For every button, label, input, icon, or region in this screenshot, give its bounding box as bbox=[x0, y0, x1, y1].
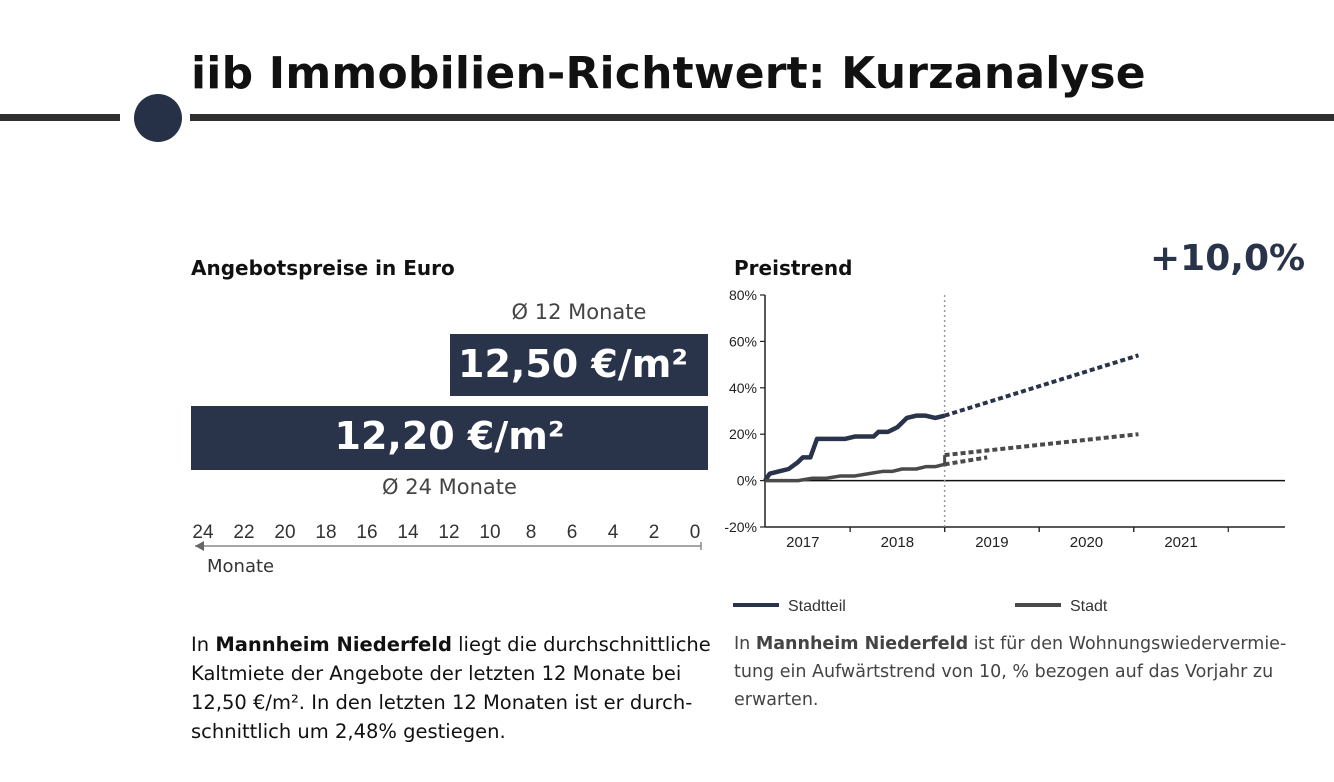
legend-label-stadtteil: Stadtteil bbox=[788, 598, 846, 615]
avg-12-months-label: Ø 12 Monate bbox=[511, 300, 647, 324]
x-tick-label: 2020 bbox=[1070, 534, 1103, 551]
months-tick-label: 20 bbox=[274, 522, 295, 543]
months-tick-label: 0 bbox=[690, 522, 701, 543]
series-line-stadtteil bbox=[763, 413, 946, 482]
header-divider-right bbox=[190, 114, 1334, 121]
trend-text-pre: In bbox=[734, 634, 756, 654]
price-trend-heading: Preistrend bbox=[734, 256, 853, 280]
series-forecast-stadtteil bbox=[944, 353, 1140, 418]
series-forecast-stadt bbox=[944, 432, 1139, 458]
avg-12-months-value: 12,50 €/m² bbox=[458, 342, 688, 386]
y-tick-label: 20% bbox=[729, 426, 757, 442]
y-tick-label: 40% bbox=[729, 380, 757, 396]
avg-24-months-label: Ø 24 Monate bbox=[382, 475, 517, 499]
months-tick-label: 8 bbox=[526, 522, 537, 543]
x-tick-label: 2018 bbox=[881, 534, 914, 551]
months-tick-label: 18 bbox=[315, 522, 336, 543]
trend-text-post: ist für den Wohnungswiedervermie-tung ei… bbox=[734, 634, 1287, 710]
legend-label-stadt: Stadt bbox=[1070, 598, 1108, 615]
avg-24-months-value: 12,20 €/m² bbox=[334, 414, 565, 458]
months-tick-label: 6 bbox=[567, 522, 578, 543]
months-tick-label: 4 bbox=[608, 522, 619, 543]
offer-text-location: Mannheim Niederfeld bbox=[215, 633, 452, 656]
months-tick-label: 24 bbox=[192, 522, 214, 543]
x-tick-label: 2017 bbox=[786, 534, 819, 551]
trend-text-location: Mannheim Niederfeld bbox=[755, 634, 969, 654]
y-tick-label: 0% bbox=[737, 473, 757, 489]
x-tick-label: 2019 bbox=[975, 534, 1008, 551]
y-tick-label: 60% bbox=[729, 333, 757, 349]
offer-text-post: liegt die durchschnittliche Kaltmiete de… bbox=[191, 633, 711, 743]
page-title: iib Immobilien-Richtwert: Kurzanalyse bbox=[191, 48, 1146, 99]
avg-12-months-bar: 12,50 €/m² bbox=[450, 334, 708, 396]
months-tick-label: 16 bbox=[356, 522, 377, 543]
offer-description: In Mannheim Niederfeld liegt die durchsc… bbox=[191, 630, 711, 746]
y-tick-label: -20% bbox=[724, 519, 757, 535]
months-tick-label: 12 bbox=[438, 522, 459, 543]
months-axis-label: Monate bbox=[207, 556, 275, 577]
offer-text-pre: In bbox=[191, 633, 216, 656]
arrow-left-icon bbox=[195, 541, 204, 551]
price-trend-change: +10,0% bbox=[1150, 238, 1306, 279]
price-trend-chart: 80% 60% 40% 20% 0% -20% 2017 2018 2019 2020 2021 St… bbox=[724, 287, 1285, 615]
months-tick-label: 2 bbox=[649, 522, 660, 543]
series-line-stadt bbox=[765, 462, 946, 483]
header-divider-left bbox=[0, 114, 120, 121]
months-axis: 24 22 20 18 16 14 12 10 8 6 4 2 0 bbox=[192, 522, 702, 551]
trend-description: In Mannheim Niederfeld ist für den Wohnu… bbox=[734, 630, 1314, 714]
header-bullet-dot bbox=[134, 94, 182, 142]
avg-24-months-bar: 12,20 €/m² bbox=[191, 406, 708, 470]
x-tick-label: 2021 bbox=[1164, 534, 1197, 551]
offer-prices-heading: Angebotspreise in Euro bbox=[191, 256, 455, 280]
months-tick-label: 22 bbox=[233, 522, 254, 543]
y-tick-label: 80% bbox=[729, 287, 757, 303]
series-forecast-band-stadt bbox=[944, 455, 988, 467]
months-tick-label: 10 bbox=[479, 522, 500, 543]
months-tick-label: 14 bbox=[397, 522, 419, 543]
